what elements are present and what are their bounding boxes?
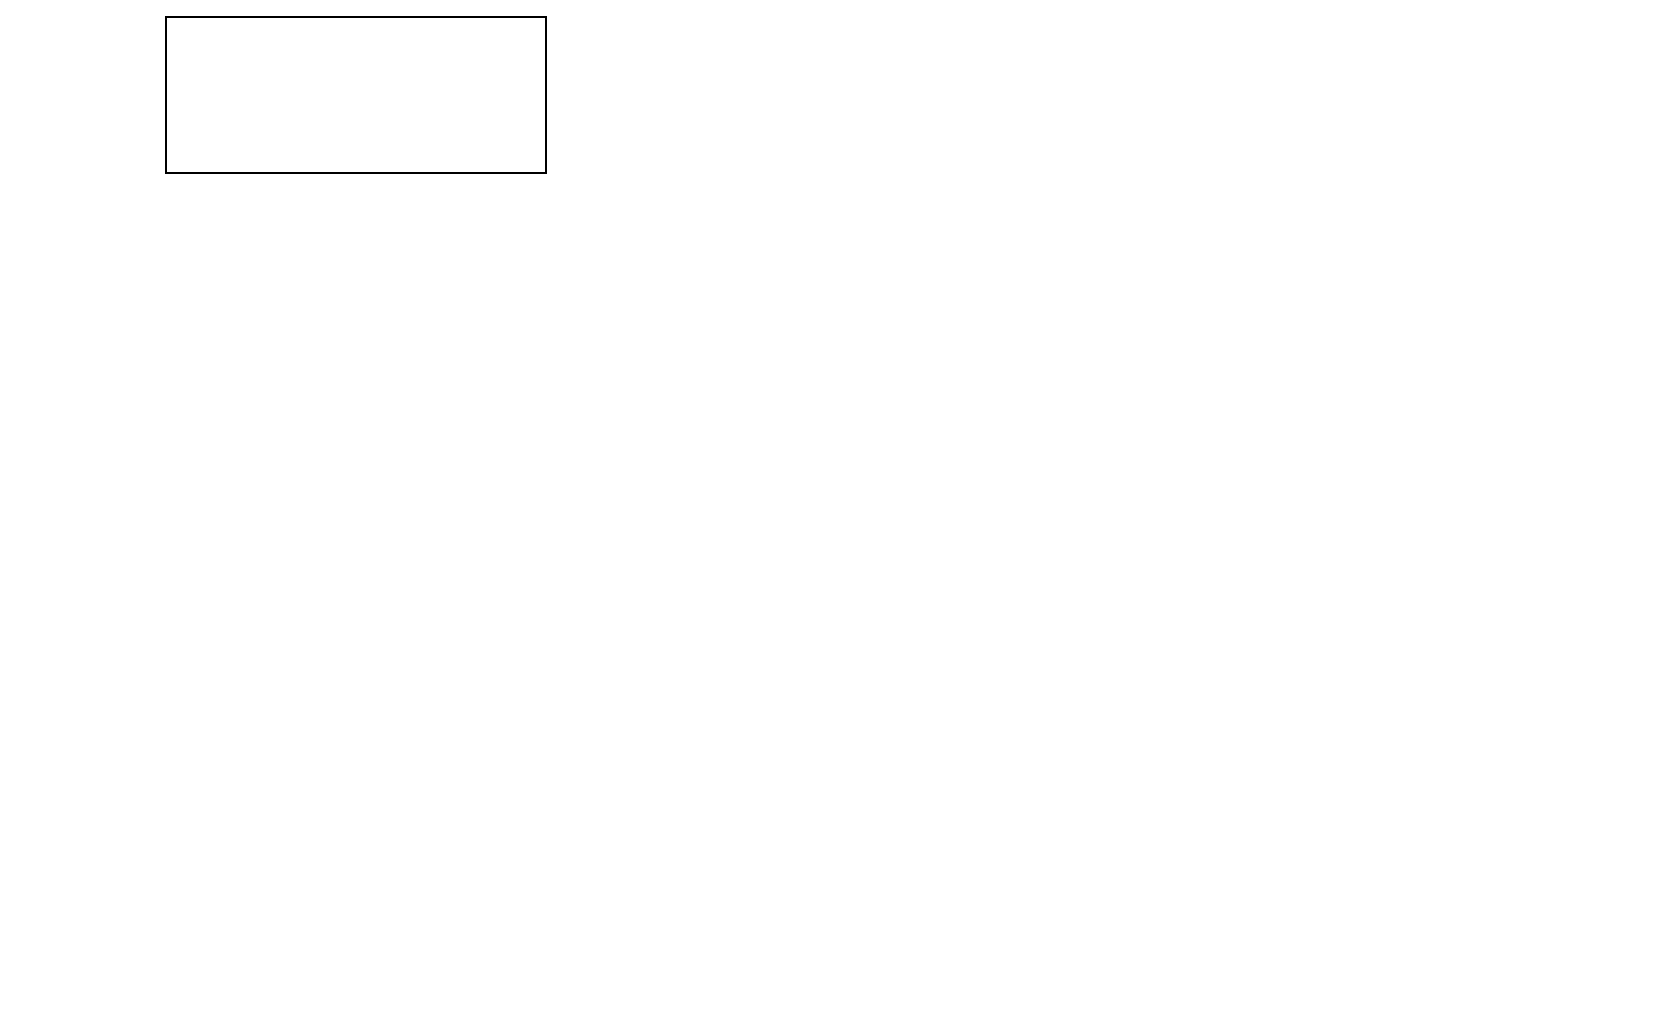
left-axis-label xyxy=(21,225,55,785)
legend xyxy=(165,16,547,174)
tide-axis-label xyxy=(1591,432,1625,992)
pressure-rate-label xyxy=(1365,25,1399,585)
noise-level-label xyxy=(225,225,259,785)
